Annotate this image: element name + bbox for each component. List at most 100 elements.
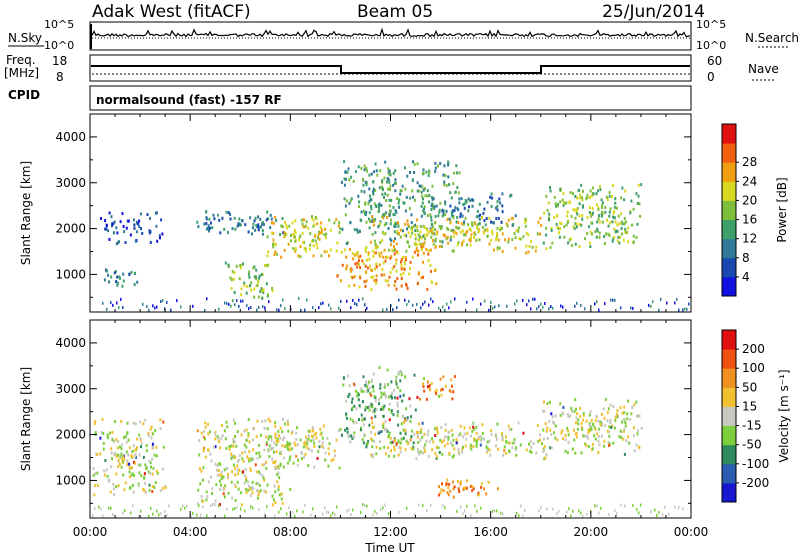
echo-cell	[116, 283, 119, 287]
echo-cell	[575, 416, 578, 420]
echo-cell	[374, 415, 377, 419]
echo-cell	[218, 440, 221, 444]
echo-cell	[111, 457, 113, 461]
echo-cell	[550, 433, 553, 436]
y-tick-label: 2000	[55, 222, 86, 236]
echo-cell	[554, 436, 557, 440]
noise-right-tick-bottom: 10^0	[696, 39, 726, 52]
echo-cell	[246, 455, 249, 459]
echo-cell	[531, 245, 534, 249]
echo-cell	[298, 238, 300, 242]
echo-cell	[351, 406, 354, 410]
echo-cell	[442, 173, 445, 177]
echo-cell	[412, 195, 414, 199]
colorbar-tick-label: -50	[742, 438, 762, 452]
echo-cell	[564, 438, 567, 442]
echo-cell	[519, 443, 522, 447]
echo-cell	[594, 419, 597, 423]
echo-cell	[459, 212, 462, 216]
echo-cell	[144, 481, 146, 485]
echo-cell	[594, 504, 596, 508]
echo-cell	[267, 437, 270, 441]
echo-cell	[386, 255, 389, 259]
echo-cell	[239, 266, 242, 270]
echo-cell	[576, 427, 579, 431]
echo-cell	[263, 489, 266, 493]
echo-cell	[374, 267, 377, 271]
echo-cell	[236, 460, 239, 463]
echo-cell	[384, 420, 387, 424]
echo-cell	[567, 440, 570, 444]
echo-cell	[410, 415, 413, 419]
echo-cell	[591, 232, 593, 236]
x-tick-label: 12:00	[373, 525, 408, 539]
echo-cell	[384, 211, 387, 215]
echo-cell	[389, 237, 392, 241]
echo-cell	[546, 507, 548, 511]
echo-cell	[406, 442, 409, 446]
echo-cell	[371, 232, 374, 236]
echo-cell	[496, 247, 499, 251]
echo-cell	[575, 222, 578, 226]
echo-cell	[485, 492, 488, 496]
echo-cell	[168, 504, 170, 508]
echo-cell	[527, 250, 530, 254]
echo-cell	[240, 299, 242, 303]
echo-cell	[577, 189, 580, 193]
echo-cell	[432, 232, 435, 235]
echo-cell	[117, 458, 120, 462]
echo-cell	[421, 421, 424, 425]
echo-cell	[397, 453, 400, 457]
echo-cell	[481, 216, 483, 220]
echo-cell	[247, 272, 250, 276]
echo-cell	[358, 298, 360, 302]
echo-cell	[426, 287, 429, 291]
echo-cell	[113, 493, 116, 496]
echo-cell	[382, 308, 384, 312]
echo-cell	[618, 222, 621, 226]
echo-cell	[226, 475, 229, 479]
echo-cell	[139, 437, 142, 441]
echo-cell	[421, 185, 424, 189]
power-echo-region	[340, 160, 461, 246]
echo-cell	[277, 430, 280, 433]
echo-cell	[326, 436, 329, 440]
echo-cell	[630, 412, 633, 416]
echo-cell	[294, 443, 297, 447]
echo-cell	[243, 281, 246, 285]
echo-cell	[562, 201, 565, 205]
echo-cell	[356, 251, 359, 255]
echo-cell	[426, 214, 429, 218]
echo-cell	[184, 506, 186, 510]
echo-cell	[160, 300, 162, 303]
echo-cell	[589, 189, 592, 193]
echo-cell	[230, 286, 233, 290]
echo-cell	[364, 408, 367, 412]
echo-cell	[377, 397, 380, 401]
echo-cell	[250, 305, 252, 309]
echo-cell	[461, 229, 464, 233]
echo-cell	[438, 245, 441, 248]
echo-cell	[430, 218, 433, 222]
echo-cell	[614, 197, 617, 201]
echo-cell	[463, 220, 466, 224]
echo-cell	[220, 470, 223, 474]
echo-cell	[434, 245, 437, 249]
echo-cell	[567, 241, 570, 245]
echo-cell	[443, 183, 446, 187]
echo-cell	[363, 164, 366, 168]
echo-cell	[562, 405, 565, 409]
echo-cell	[239, 264, 242, 267]
echo-cell	[147, 470, 150, 474]
echo-cell	[273, 441, 276, 445]
echo-cell	[415, 248, 418, 252]
echo-cell	[361, 418, 364, 422]
echo-cell	[425, 439, 428, 443]
echo-cell	[409, 404, 412, 408]
echo-cell	[358, 404, 361, 408]
echo-cell	[220, 483, 222, 487]
echo-cell	[404, 448, 407, 452]
echo-cell	[143, 488, 146, 492]
echo-cell	[404, 255, 407, 259]
